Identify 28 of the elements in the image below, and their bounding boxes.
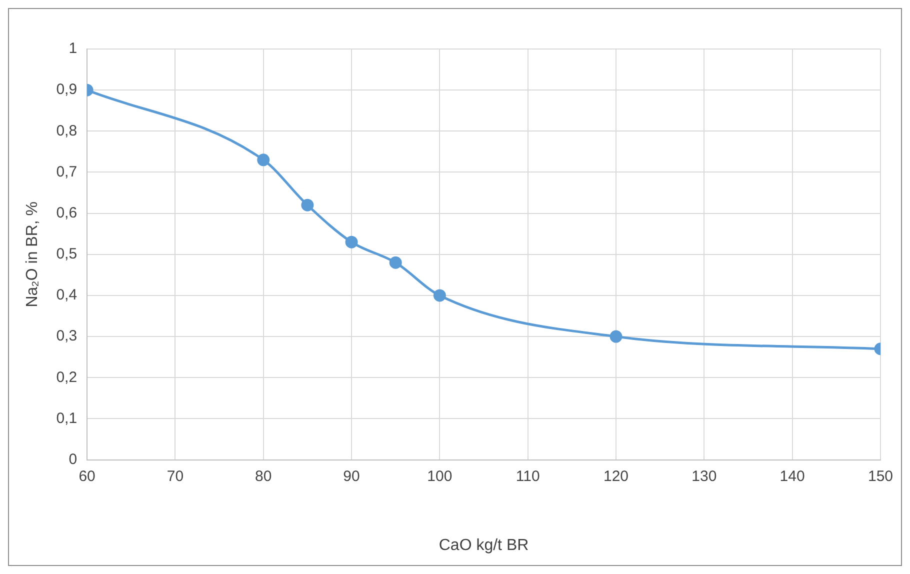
x-tick-label: 100 <box>427 468 452 485</box>
point <box>433 289 446 302</box>
x-axis-title: CaO kg/t BR <box>438 536 529 554</box>
x-tick-label: 90 <box>343 468 360 485</box>
y-tick-label: 0,8 <box>56 122 78 140</box>
y-tick-label: 1 <box>68 40 78 58</box>
x-tick-label: 110 <box>516 468 540 485</box>
y-tick-label: 0,3 <box>56 328 78 345</box>
x-tick-label: 60 <box>78 468 96 485</box>
x-tick-label: 140 <box>780 468 805 485</box>
y-tick-label: 0,1 <box>56 410 78 427</box>
x-tick-label: 70 <box>166 468 184 485</box>
y-tick-label: 0,9 <box>56 81 78 98</box>
y-tick-label: 0,6 <box>56 204 78 222</box>
point <box>345 236 358 248</box>
y-tick-label: 0,5 <box>56 246 78 263</box>
y-tick-label: 0,2 <box>56 368 78 386</box>
y-tick-label: 0 <box>68 450 78 468</box>
x-tick-label: 150 <box>868 468 893 485</box>
y-tick-label: 0,4 <box>56 286 78 304</box>
y-tick-label: 0,7 <box>56 163 78 180</box>
x-tick-label: 120 <box>603 468 629 485</box>
point <box>389 256 402 269</box>
y-axis-title: Na₂O in BR, % <box>24 202 42 308</box>
point <box>301 198 314 212</box>
x-tick-label: 80 <box>255 468 272 485</box>
point <box>257 154 270 166</box>
x-tick-label: 130 <box>692 468 717 485</box>
